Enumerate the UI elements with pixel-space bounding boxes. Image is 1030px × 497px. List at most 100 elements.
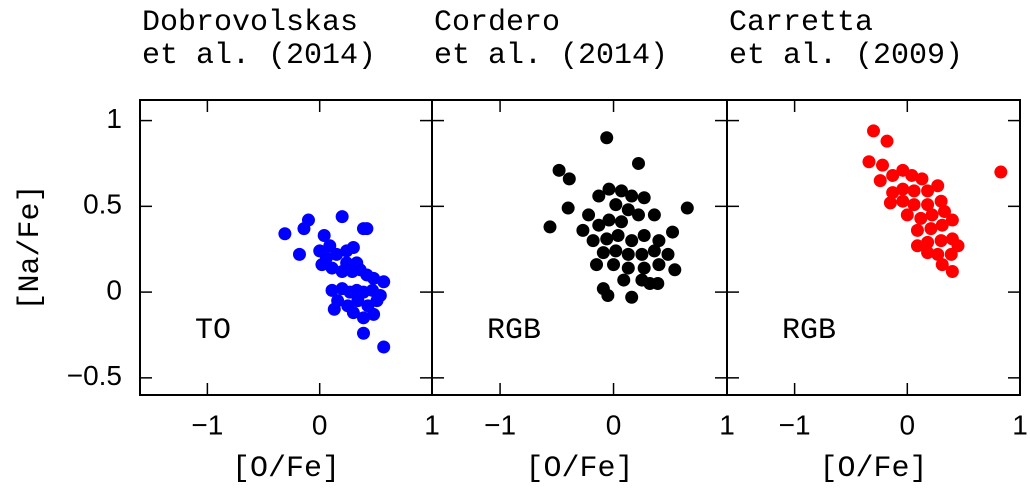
point [937, 204, 951, 218]
point [350, 256, 364, 270]
point [562, 172, 576, 186]
point [945, 213, 959, 227]
point [994, 165, 1008, 179]
point [367, 307, 381, 321]
point [330, 247, 344, 261]
x-tick-label: 1 [1012, 409, 1028, 440]
point [632, 156, 645, 170]
annotation: RGB [487, 314, 541, 348]
point [910, 239, 924, 253]
panel-title: Carretta [729, 6, 873, 40]
point [601, 289, 615, 303]
point [340, 256, 354, 270]
x-tick-label: −1 [484, 409, 516, 440]
x-tick-label: 0 [900, 409, 916, 440]
point [900, 208, 914, 222]
point [661, 247, 675, 261]
point [614, 215, 628, 229]
point [335, 210, 349, 224]
point [880, 134, 894, 148]
point [317, 228, 331, 242]
point [921, 235, 935, 249]
y-tick-label: 0 [106, 274, 122, 305]
point [625, 189, 639, 203]
point [360, 222, 374, 236]
panel-title: Cordero [434, 6, 560, 40]
point [666, 225, 680, 239]
panel-title: Dobrovolskas [142, 6, 358, 40]
point [668, 263, 682, 277]
point [602, 182, 616, 196]
point [876, 158, 890, 172]
point [647, 208, 661, 222]
point [934, 194, 948, 208]
point [652, 234, 666, 248]
y-tick-label: 0.5 [83, 189, 122, 220]
point [325, 283, 339, 297]
point [582, 208, 596, 222]
point [921, 246, 935, 260]
point [931, 247, 945, 261]
annotation: TO [195, 314, 231, 348]
x-tick-label: 1 [424, 409, 440, 440]
point [883, 196, 897, 210]
point [278, 227, 292, 241]
point [611, 228, 625, 242]
y-tick-label: 1 [106, 103, 122, 134]
point [346, 241, 360, 254]
point [600, 232, 614, 246]
point [647, 244, 661, 258]
point [896, 194, 910, 208]
panel-title: et al. (2014) [142, 39, 376, 73]
point [905, 168, 919, 182]
point [680, 201, 694, 215]
x-tick-label: 1 [719, 409, 735, 440]
point [609, 198, 623, 212]
y-tick-label: −0.5 [67, 360, 122, 391]
point [921, 184, 935, 198]
point [637, 261, 651, 275]
point [292, 247, 306, 261]
point [377, 275, 391, 289]
point [935, 218, 949, 232]
x-tick-label: 0 [606, 409, 622, 440]
point [346, 306, 360, 320]
point [625, 234, 639, 248]
point [596, 246, 610, 260]
point [925, 208, 939, 222]
point [951, 239, 965, 253]
point [931, 179, 945, 193]
point [325, 261, 339, 275]
point [592, 189, 606, 203]
point [621, 261, 635, 275]
point [896, 182, 910, 196]
point [873, 174, 887, 188]
point [609, 244, 623, 258]
point [945, 265, 959, 279]
y-axis-label: [Na/Fe] [14, 184, 48, 310]
x-tick-label: −1 [191, 409, 223, 440]
point [351, 294, 365, 308]
point [934, 234, 948, 248]
x-axis-label: [O/Fe] [525, 452, 633, 486]
point [907, 198, 921, 212]
point [632, 208, 645, 222]
point [915, 172, 929, 186]
point [617, 273, 631, 287]
plot-frame [431, 99, 728, 396]
point [924, 222, 938, 236]
point [367, 271, 381, 285]
point [914, 211, 928, 225]
point [561, 201, 575, 215]
point [370, 294, 384, 308]
point [356, 311, 370, 325]
plot-frame [726, 99, 1021, 396]
point [652, 258, 666, 272]
point [886, 168, 900, 182]
point [935, 258, 949, 272]
point [637, 191, 651, 205]
point [552, 163, 566, 177]
point [315, 258, 329, 272]
panel-title: et al. (2009) [729, 39, 963, 73]
